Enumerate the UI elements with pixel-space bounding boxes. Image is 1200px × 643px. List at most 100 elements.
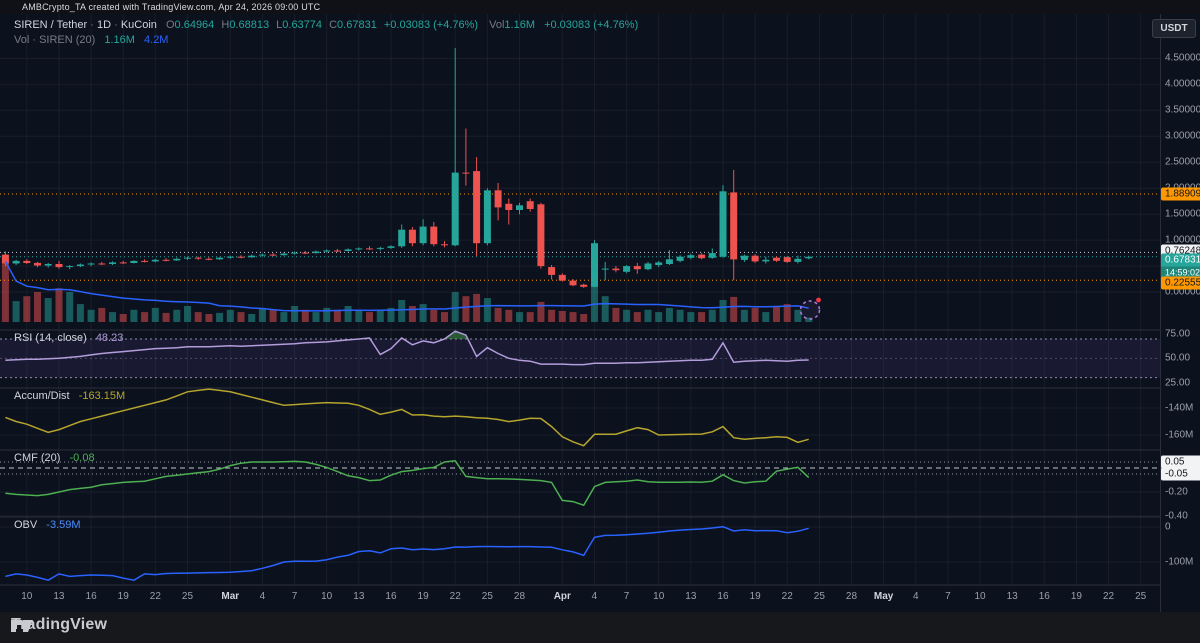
tradingview-logo-text: TradingView <box>11 616 108 633</box>
rsi-legend[interactable]: RSI (14, close) 48.23 <box>14 332 124 344</box>
time-tick: 19 <box>117 591 129 602</box>
annotation-dot <box>816 297 821 303</box>
exchange: KuCoin <box>120 19 157 31</box>
time-tick: 7 <box>945 591 951 602</box>
obv-legend[interactable]: OBV -3.59M <box>14 519 81 531</box>
grid-vertical <box>26 14 1142 585</box>
axis-label: -0.20 <box>1165 486 1188 498</box>
axis-label: 1.00000 <box>1165 234 1200 246</box>
candles-layer <box>1 48 813 288</box>
price-chip-level-low: 0.22555 <box>1161 276 1200 290</box>
axis-label: -160M <box>1165 429 1194 441</box>
time-tick: 19 <box>1070 591 1082 602</box>
time-tick: 13 <box>1006 591 1018 602</box>
rsi-value: 48.23 <box>95 332 124 344</box>
low-value: 0.63774 <box>282 19 323 31</box>
axis-label: 2.50000 <box>1165 156 1200 168</box>
time-tick: 22 <box>449 591 461 602</box>
cmf-chip-neg: -0.05 <box>1161 467 1200 481</box>
close-value: 0.67831 <box>337 19 377 31</box>
time-tick: 25 <box>813 591 825 602</box>
bottom-bar <box>0 612 1200 643</box>
time-tick: 4 <box>259 591 266 602</box>
accum-dist-legend[interactable]: Accum/Dist -163.15M <box>14 390 126 402</box>
time-tick: 13 <box>53 591 65 602</box>
cmf-line <box>5 460 810 507</box>
price-chip-level-high: 1.88909 <box>1161 187 1200 201</box>
change-value-2: +0.03083 (+4.76%) <box>544 19 639 31</box>
last-price-value: 0.67831 <box>1165 254 1200 266</box>
price-level-lines[interactable] <box>0 193 1160 281</box>
volume-current: 1.16M <box>104 34 135 46</box>
time-tick: 25 <box>181 591 194 602</box>
axis-label: -140M <box>1165 402 1194 414</box>
time-tick: 10 <box>974 591 986 602</box>
rsi-band <box>0 339 1160 378</box>
time-tick: 25 <box>1135 591 1147 602</box>
symbol-name[interactable]: SIREN / Tether <box>14 19 88 31</box>
axis-label: 1.50000 <box>1165 208 1200 220</box>
time-tick: 7 <box>623 591 630 602</box>
time-tick: 22 <box>781 591 793 602</box>
high-value: 0.68813 <box>229 19 270 31</box>
change-value: +0.03083 (+4.76%) <box>383 19 479 31</box>
time-tick: Apr <box>553 591 571 602</box>
bar-countdown: 14:59:02 <box>1161 266 1200 279</box>
axis-label: 3.50000 <box>1165 104 1200 116</box>
obv-line <box>5 525 809 582</box>
open-value: 0.64964 <box>174 19 215 31</box>
time-tick: 10 <box>21 591 33 602</box>
price-axis-background[interactable] <box>1160 14 1200 612</box>
axis-label: 3.00000 <box>1165 130 1200 142</box>
time-tick: 22 <box>1102 591 1115 602</box>
axis-label: 0.00000 <box>1165 286 1200 298</box>
time-tick: 13 <box>685 591 697 602</box>
axis-label: -0.40 <box>1165 510 1188 522</box>
quote-currency-button[interactable]: USDT <box>1152 19 1196 38</box>
grid-horizontal <box>0 58 1160 563</box>
time-tick: 28 <box>845 591 858 602</box>
volume-ma-line <box>4 260 809 312</box>
accum-dist-value: -163.15M <box>78 390 126 402</box>
accum-dist-line <box>5 388 809 447</box>
axis-label: -100M <box>1165 556 1194 568</box>
time-tick: 28 <box>513 591 526 602</box>
annotation-circle[interactable] <box>799 300 821 320</box>
time-tick: 7 <box>291 591 298 602</box>
cmf-value: -0.08 <box>69 452 95 464</box>
axis-label: 4.00000 <box>1165 78 1200 90</box>
time-tick: 13 <box>353 591 365 602</box>
tradingview-logo[interactable]: TradingView <box>11 616 107 634</box>
tradingview-logo-icon <box>11 620 33 632</box>
attribution-text: AMBCrypto_TA created with TradingView.co… <box>22 2 321 12</box>
symbol-legend[interactable]: SIREN / Tether · 1D · KuCoin O0.64964 H0… <box>14 19 639 31</box>
time-tick: 4 <box>591 591 598 602</box>
time-tick: 16 <box>1038 591 1050 602</box>
volume-legend[interactable]: Vol · SIREN (20) 1.16M 4.2M <box>14 34 168 46</box>
time-tick: 4 <box>912 591 919 602</box>
axis-label: 25.00 <box>1165 377 1191 388</box>
volume-indicator-title: Vol · SIREN (20) <box>14 34 96 46</box>
volume-bars <box>1 261 813 322</box>
axis-label: 75.00 <box>1165 328 1191 340</box>
vol-value: 1.16M <box>504 19 535 31</box>
time-tick: 22 <box>149 591 161 602</box>
time-tick: Mar <box>221 591 240 602</box>
time-tick: 10 <box>653 591 665 602</box>
chart-background[interactable] <box>0 14 1160 612</box>
vol-label: Vol <box>489 19 505 31</box>
last-price-chip: 0.67831 14:59:02 <box>1161 253 1200 279</box>
attribution-bar: AMBCrypto_TA created with TradingView.co… <box>0 0 1200 14</box>
cmf-legend[interactable]: CMF (20) -0.08 <box>14 452 95 464</box>
time-tick: 19 <box>417 591 429 602</box>
time-tick: 10 <box>321 591 333 602</box>
cmf-chip-pos: 0.05 <box>1161 455 1200 469</box>
interval[interactable]: 1D <box>96 19 112 31</box>
rsi-line <box>5 330 809 366</box>
time-tick: 16 <box>717 591 729 602</box>
time-tick: 16 <box>85 591 97 602</box>
axis-label: 50.00 <box>1165 352 1191 364</box>
obv-value: -3.59M <box>46 519 81 531</box>
